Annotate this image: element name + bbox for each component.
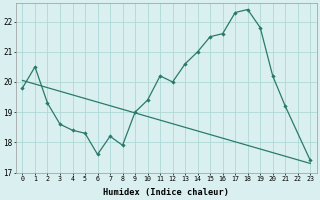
X-axis label: Humidex (Indice chaleur): Humidex (Indice chaleur) xyxy=(103,188,229,197)
